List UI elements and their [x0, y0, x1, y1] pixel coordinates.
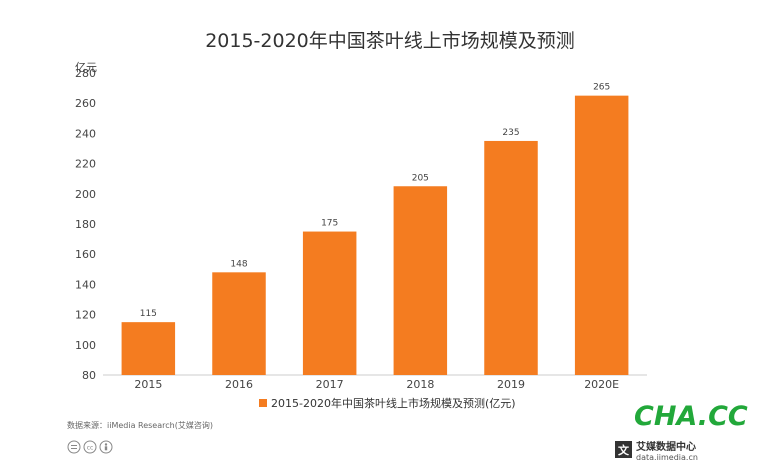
x-tick-label: 2016 [225, 378, 253, 391]
bar-data-label: 205 [412, 173, 429, 183]
y-axis-ticks: 80 100 120 140 160 180 200 220 240 260 280 [75, 67, 96, 382]
bar [302, 231, 357, 375]
bar-data-label: 235 [502, 128, 519, 138]
y-tick-label: 220 [75, 158, 96, 171]
x-tick-label: 2017 [316, 378, 344, 391]
y-tick-label: 200 [75, 188, 96, 201]
x-tick-label: 2020E [584, 378, 619, 391]
y-tick-label: 160 [75, 248, 96, 261]
stamp-title: 艾媒数据中心 [636, 440, 696, 453]
cc-icon [83, 440, 97, 454]
cc-equal-icon [67, 440, 81, 454]
y-tick-label: 260 [75, 97, 96, 110]
svg-text:文: 文 [618, 443, 630, 457]
y-tick-label: 140 [75, 278, 96, 291]
y-tick-label: 80 [82, 369, 96, 382]
legend-swatch [259, 399, 267, 407]
bar-data-label: 148 [230, 259, 247, 269]
bar [121, 322, 176, 375]
iimedia-logo-icon [615, 441, 632, 458]
bar-data-label: 115 [140, 309, 157, 319]
y-tick-label: 120 [75, 309, 96, 322]
legend-label: 2015-2020年中国茶叶线上市场规模及预测(亿元) [271, 396, 516, 410]
y-tick-label: 240 [75, 127, 96, 140]
iimedia-stamp: 文 艾媒数据中心 data.iimedia.cn [615, 440, 698, 462]
cha-cc-watermark: CHA.CC [634, 401, 748, 432]
bar [393, 186, 448, 375]
y-tick-label: 280 [75, 67, 96, 80]
y-axis-unit: 亿元 [75, 61, 97, 74]
x-tick-label: 2019 [497, 378, 525, 391]
license-icons: cc [67, 440, 113, 454]
bar [212, 272, 266, 375]
bar [484, 140, 538, 375]
stamp-url: data.iimedia.cn [636, 453, 698, 462]
x-tick-label: 2018 [406, 378, 434, 391]
y-tick-label: 180 [75, 218, 96, 231]
bar-data-label: 175 [321, 219, 338, 229]
legend: 2015-2020年中国茶叶线上市场规模及预测(亿元) [259, 396, 516, 410]
bar-series: 115 2015 148 2016 175 2017 205 2018 235 2019 265 20… [121, 83, 629, 391]
svg-text:cc: cc [87, 445, 94, 452]
x-tick-label: 2015 [134, 378, 162, 391]
y-tick-label: 100 [75, 339, 96, 352]
source-note: 数据来源：iiMedia Research(艾媒咨询) [67, 420, 213, 430]
bar-data-label: 265 [593, 83, 610, 93]
bar [574, 95, 629, 376]
chart-title: 2015-2020年中国茶叶线上市场规模及预测 [205, 30, 575, 52]
cc-by-icon [99, 440, 113, 454]
